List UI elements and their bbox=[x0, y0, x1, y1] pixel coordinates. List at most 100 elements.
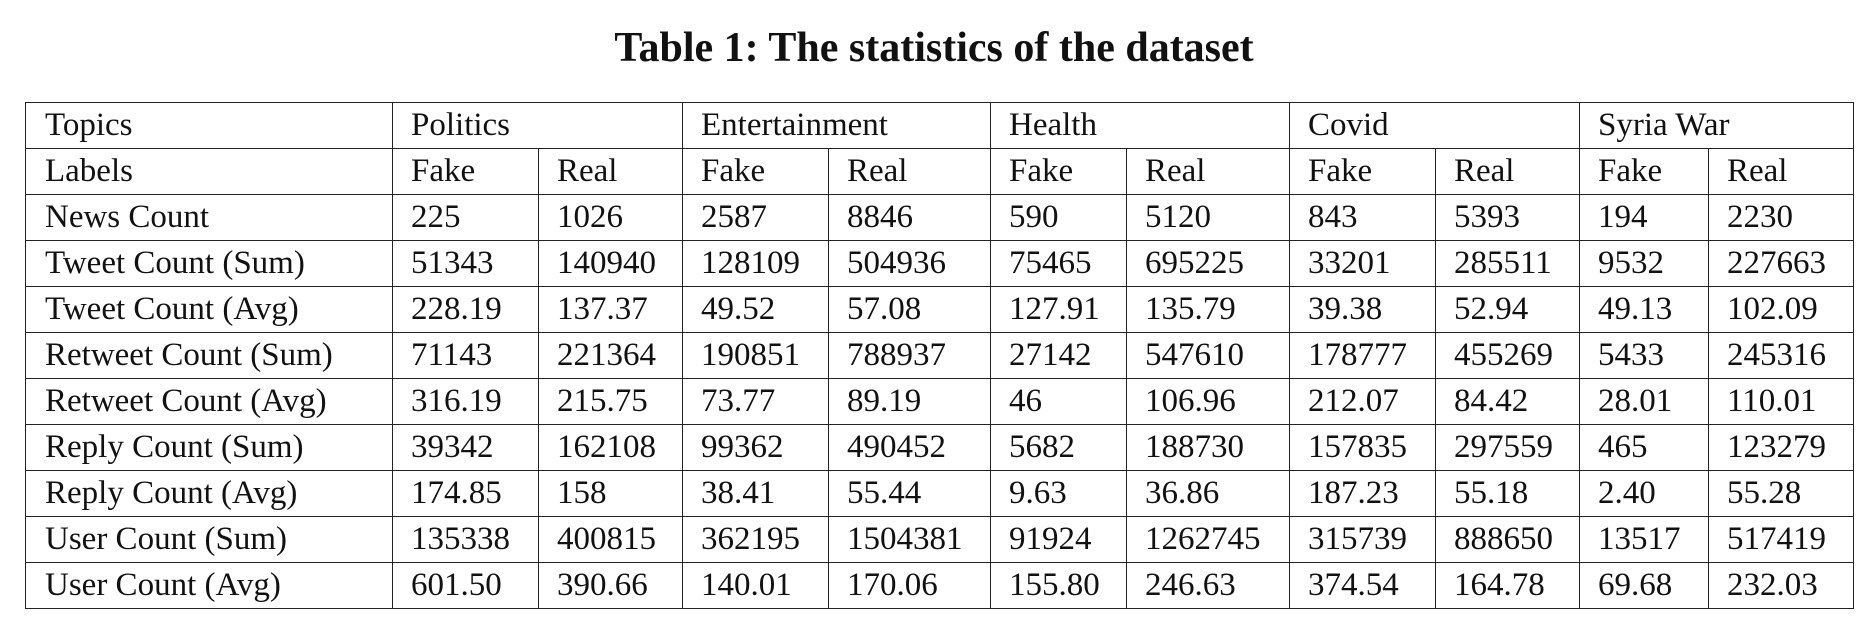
table-cell: 888650 bbox=[1435, 516, 1580, 563]
row-metric-label: Tweet Count (Sum) bbox=[25, 240, 393, 287]
table-cell: 39342 bbox=[392, 424, 539, 471]
table-cell: 362195 bbox=[682, 516, 829, 563]
table-cell: 227663 bbox=[1708, 240, 1854, 287]
table-cell: 75465 bbox=[990, 240, 1127, 287]
table-cell: 157835 bbox=[1289, 424, 1436, 471]
table-cell: 547610 bbox=[1126, 332, 1290, 379]
table-cell: 162108 bbox=[538, 424, 683, 471]
table-cell: 1504381 bbox=[828, 516, 991, 563]
label-header-cell: Fake bbox=[990, 148, 1127, 195]
label-header-cell: Real bbox=[1435, 148, 1580, 195]
table-cell: 9532 bbox=[1579, 240, 1709, 287]
table-cell: 155.80 bbox=[990, 562, 1127, 609]
table-cell: 128109 bbox=[682, 240, 829, 287]
table-cell: 590 bbox=[990, 194, 1127, 241]
table-cell: 297559 bbox=[1435, 424, 1580, 471]
table-cell: 221364 bbox=[538, 332, 683, 379]
table-caption: Table 1: The statistics of the dataset bbox=[614, 25, 1254, 71]
table-cell: 188730 bbox=[1126, 424, 1290, 471]
table-cell: 84.42 bbox=[1435, 378, 1580, 425]
table-cell: 5433 bbox=[1579, 332, 1709, 379]
table-cell: 190851 bbox=[682, 332, 829, 379]
table-cell: 39.38 bbox=[1289, 286, 1436, 333]
row-metric-label: Retweet Count (Avg) bbox=[25, 378, 393, 425]
table-cell: 73.77 bbox=[682, 378, 829, 425]
labels-header-label: Labels bbox=[25, 148, 393, 195]
table-cell: 315739 bbox=[1289, 516, 1436, 563]
topic-header-entertainment: Entertainment bbox=[682, 102, 991, 149]
table-cell: 1026 bbox=[538, 194, 683, 241]
table-cell: 601.50 bbox=[392, 562, 539, 609]
topic-header-politics: Politics bbox=[392, 102, 683, 149]
row-metric-label: Reply Count (Avg) bbox=[25, 470, 393, 517]
table-row: User Count (Sum) 135338 400815 362195 150438… bbox=[25, 516, 1854, 563]
table-row: Tweet Count (Sum) 51343 140940 128109 504936… bbox=[25, 240, 1854, 287]
table-cell: 695225 bbox=[1126, 240, 1290, 287]
table-cell: 135338 bbox=[392, 516, 539, 563]
table-cell: 36.86 bbox=[1126, 470, 1290, 517]
table-cell: 137.37 bbox=[538, 286, 683, 333]
table-cell: 228.19 bbox=[392, 286, 539, 333]
topics-header-label: Topics bbox=[25, 102, 393, 149]
table-cell: 316.19 bbox=[392, 378, 539, 425]
table-cell: 788937 bbox=[828, 332, 991, 379]
table-cell: 400815 bbox=[538, 516, 683, 563]
table-cell: 140.01 bbox=[682, 562, 829, 609]
table-cell: 102.09 bbox=[1708, 286, 1854, 333]
table-cell: 5393 bbox=[1435, 194, 1580, 241]
row-metric-label: Tweet Count (Avg) bbox=[25, 286, 393, 333]
table-cell: 212.07 bbox=[1289, 378, 1436, 425]
table-cell: 127.91 bbox=[990, 286, 1127, 333]
table-cell: 5120 bbox=[1126, 194, 1290, 241]
table-cell: 123279 bbox=[1708, 424, 1854, 471]
table-cell: 843 bbox=[1289, 194, 1436, 241]
label-header-cell: Fake bbox=[392, 148, 539, 195]
dataset-statistics-table: Topics Politics Entertainment Health Cov… bbox=[25, 102, 1854, 609]
table-cell: 465 bbox=[1579, 424, 1709, 471]
table-cell: 187.23 bbox=[1289, 470, 1436, 517]
label-header-cell: Real bbox=[1708, 148, 1854, 195]
label-header-cell: Fake bbox=[1289, 148, 1436, 195]
table-cell: 374.54 bbox=[1289, 562, 1436, 609]
table-cell: 1262745 bbox=[1126, 516, 1290, 563]
table-cell: 164.78 bbox=[1435, 562, 1580, 609]
table-row: Reply Count (Sum) 39342 162108 99362 490452 5… bbox=[25, 424, 1854, 471]
table-cell: 232.03 bbox=[1708, 562, 1854, 609]
row-metric-label: User Count (Avg) bbox=[25, 562, 393, 609]
table-cell: 99362 bbox=[682, 424, 829, 471]
table-cell: 517419 bbox=[1708, 516, 1854, 563]
table-cell: 490452 bbox=[828, 424, 991, 471]
table-cell: 57.08 bbox=[828, 286, 991, 333]
table-cell: 106.96 bbox=[1126, 378, 1290, 425]
table-cell: 390.66 bbox=[538, 562, 683, 609]
table-cell: 2.40 bbox=[1579, 470, 1709, 517]
table-row: News Count 225 1026 2587 8846 590 5120 843 5393 1… bbox=[25, 194, 1854, 241]
table-cell: 71143 bbox=[392, 332, 539, 379]
table-cell: 52.94 bbox=[1435, 286, 1580, 333]
table-cell: 55.44 bbox=[828, 470, 991, 517]
topics-header-row: Topics Politics Entertainment Health Cov… bbox=[25, 102, 1854, 149]
row-metric-label: User Count (Sum) bbox=[25, 516, 393, 563]
table-cell: 170.06 bbox=[828, 562, 991, 609]
table-row: Tweet Count (Avg) 228.19 137.37 49.52 57.08 1… bbox=[25, 286, 1854, 333]
table-cell: 51343 bbox=[392, 240, 539, 287]
table-cell: 91924 bbox=[990, 516, 1127, 563]
table-cell: 2587 bbox=[682, 194, 829, 241]
table-cell: 55.18 bbox=[1435, 470, 1580, 517]
row-metric-label: News Count bbox=[25, 194, 393, 241]
table-cell: 38.41 bbox=[682, 470, 829, 517]
table-cell: 246.63 bbox=[1126, 562, 1290, 609]
table-cell: 5682 bbox=[990, 424, 1127, 471]
table-cell: 245316 bbox=[1708, 332, 1854, 379]
label-header-cell: Real bbox=[538, 148, 683, 195]
table-cell: 28.01 bbox=[1579, 378, 1709, 425]
table-row: Retweet Count (Sum) 71143 221364 190851 7889… bbox=[25, 332, 1854, 379]
table-cell: 49.52 bbox=[682, 286, 829, 333]
labels-header-row: Labels Fake Real Fake Real Fake Real Fak… bbox=[25, 148, 1854, 195]
table-cell: 158 bbox=[538, 470, 683, 517]
table-cell: 55.28 bbox=[1708, 470, 1854, 517]
table-cell: 49.13 bbox=[1579, 286, 1709, 333]
table-body: Topics Politics Entertainment Health Cov… bbox=[25, 102, 1854, 609]
label-header-cell: Real bbox=[828, 148, 991, 195]
table-cell: 174.85 bbox=[392, 470, 539, 517]
